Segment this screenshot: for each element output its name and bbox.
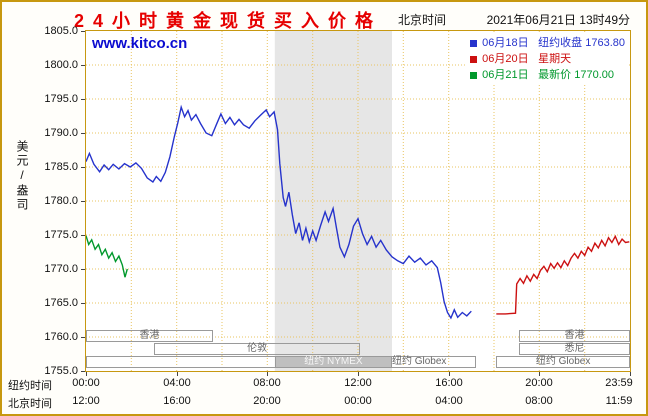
y-tick-label: 1800.0	[44, 59, 78, 71]
x-tick-ny-time: 08:00	[253, 377, 281, 389]
x-tickmark	[267, 372, 268, 376]
x-tick-bj-time: 16:00	[163, 395, 191, 407]
y-tick-label: 1765.0	[44, 297, 78, 309]
legend-row: 06月21日 最新价 1770.00	[470, 67, 625, 83]
legend-date: 06月21日	[482, 69, 529, 81]
x-tickmark	[358, 372, 359, 376]
legend-desc: 星期天	[538, 53, 572, 65]
x-tickmark	[449, 372, 450, 376]
y-tickmark	[81, 201, 85, 202]
session-bar	[274, 356, 392, 368]
chart-legend: 06月18日 纽约收盘 1763.80 06月20日 星期天 06月21日 最新价 177…	[467, 34, 628, 84]
y-tickmark	[81, 371, 85, 372]
y-axis-title: 美元/盎司	[15, 140, 29, 212]
price-line-jun18	[86, 104, 472, 320]
kitco-watermark: www.kitco.cn	[92, 35, 188, 52]
ny-time-axis-label: 纽约时间	[8, 380, 52, 392]
legend-row: 06月18日 纽约收盘 1763.80	[470, 35, 625, 51]
y-tickmark	[81, 167, 85, 168]
plot-area: 香港 香港伦敦 悉尼纽约 Globex 纽约 NYMEX 纽约 Globex www.k…	[85, 30, 631, 372]
session-label: 纽约 Globex	[535, 356, 591, 367]
legend-desc: 纽约收盘 1763.80	[538, 37, 625, 49]
y-tickmark	[81, 303, 85, 304]
legend-date: 06月20日	[482, 53, 529, 65]
y-tickmark	[81, 31, 85, 32]
session-label: 香港	[139, 330, 160, 341]
legend-swatch	[470, 71, 478, 79]
chart-title: 24小时黄金现货买入价格	[74, 11, 383, 31]
session-bar	[518, 330, 630, 342]
legend-desc: 最新价 1770.00	[538, 69, 614, 81]
legend-date: 06月18日	[482, 37, 529, 49]
x-tickmark	[630, 372, 631, 376]
x-tick-ny-time: 00:00	[72, 377, 100, 389]
legend-swatch	[470, 39, 478, 47]
bj-time-axis-label: 北京时间	[8, 398, 52, 410]
x-tick-ny-time: 20:00	[525, 377, 553, 389]
market-sessions: 香港 香港伦敦 悉尼纽约 Globex 纽约 NYMEX 纽约 Globex	[86, 31, 630, 371]
legend-row: 06月20日 星期天	[470, 51, 625, 67]
y-tickmark	[81, 235, 85, 236]
price-line-jun20	[496, 234, 630, 315]
y-tick-label: 1770.0	[44, 263, 78, 275]
y-tick-label: 1790.0	[44, 127, 78, 139]
y-tickmark	[81, 99, 85, 100]
x-tick-ny-time: 23:59	[605, 377, 633, 389]
x-tick-bj-time: 04:00	[435, 395, 463, 407]
x-tickmark	[539, 372, 540, 376]
nymex-session-band	[274, 31, 392, 371]
x-tick-ny-time: 12:00	[344, 377, 372, 389]
y-tick-label: 1780.0	[44, 195, 78, 207]
x-tick-bj-time: 12:00	[72, 395, 100, 407]
x-tickmark	[177, 372, 178, 376]
y-tick-label: 1805.0	[44, 25, 78, 37]
x-tickmark	[86, 372, 87, 376]
x-tick-bj-time: 00:00	[344, 395, 372, 407]
chart-datetime: 2021年06月21日 13时49分	[486, 13, 630, 27]
y-tickmark	[81, 269, 85, 270]
y-tick-label: 1785.0	[44, 161, 78, 173]
x-tick-bj-time: 08:00	[525, 395, 553, 407]
session-label: 纽约 Globex	[391, 356, 447, 367]
x-tick-bj-time: 11:59	[605, 395, 633, 407]
session-label: 悉尼	[564, 343, 585, 354]
y-tick-label: 1760.0	[44, 331, 78, 343]
y-tickmark	[81, 133, 85, 134]
y-tickmark	[81, 65, 85, 66]
session-label: 纽约 NYMEX	[304, 356, 363, 367]
session-bar	[496, 356, 630, 368]
session-label: 伦敦	[247, 343, 268, 354]
x-tick-ny-time: 04:00	[163, 377, 191, 389]
session-label: 香港	[564, 330, 585, 341]
y-tick-label: 1795.0	[44, 93, 78, 105]
price-chart-svg	[86, 31, 630, 371]
beijing-time-label: 北京时间	[398, 13, 447, 27]
session-bar	[86, 330, 213, 342]
price-line-jun21	[86, 235, 128, 278]
session-bar	[154, 343, 361, 355]
y-tickmark	[81, 337, 85, 338]
x-tick-bj-time: 20:00	[253, 395, 281, 407]
x-tick-ny-time: 16:00	[435, 377, 463, 389]
session-bar	[518, 343, 630, 355]
legend-swatch	[470, 55, 478, 63]
y-tick-label: 1755.0	[44, 365, 78, 377]
y-tick-label: 1775.0	[44, 229, 78, 241]
